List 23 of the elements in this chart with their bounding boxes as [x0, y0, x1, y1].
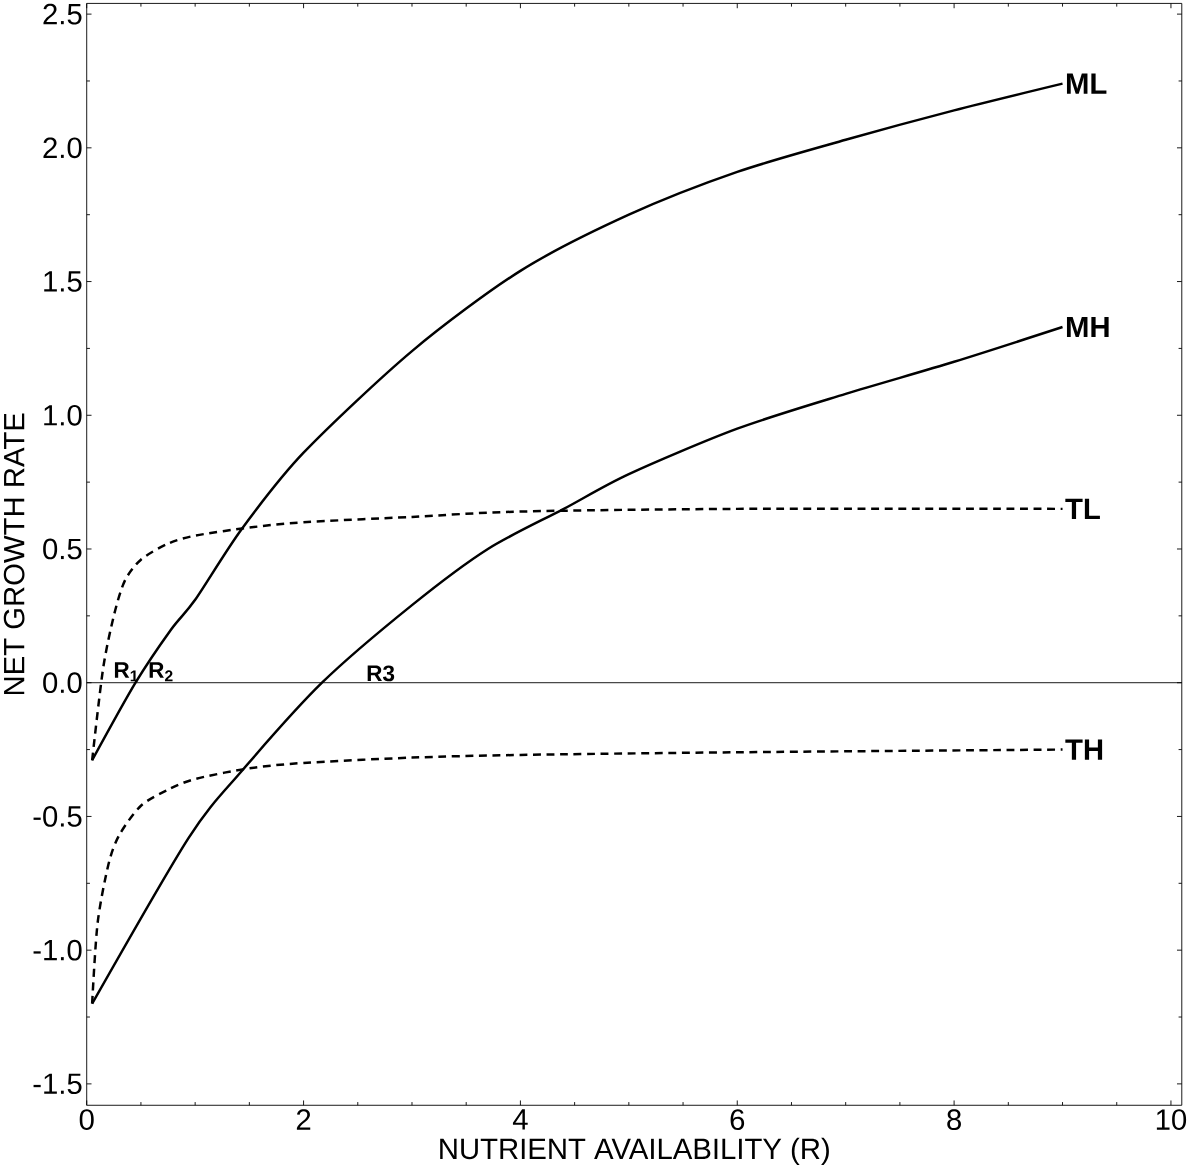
x-tick-label: 0 — [79, 1109, 94, 1131]
x-axis-title: NUTRIENT AVAILABILITY (R) — [440, 1137, 829, 1166]
series-label: ML — [1066, 73, 1107, 94]
y-tick-label: -1.5 — [33, 1073, 82, 1095]
annotation: R3 — [367, 665, 395, 682]
annotation: R$_{2}$ — [149, 662, 173, 682]
y-tick-label: 1.5 — [44, 271, 82, 292]
series-label: TL — [1065, 498, 1100, 520]
y-tick-label: 1.0 — [44, 404, 82, 426]
x-tick-label: 8 — [947, 1109, 961, 1131]
y-tick-label: 2.5 — [43, 3, 82, 25]
x-tick-label: 6 — [730, 1109, 745, 1131]
y-tick-label: -1.0 — [33, 939, 82, 961]
y-tick-label: 0.5 — [43, 538, 82, 560]
series-label: TH — [1065, 739, 1103, 760]
series-label: MH — [1066, 317, 1109, 338]
x-tick-label: 10 — [1156, 1109, 1187, 1131]
x-tick-label: 2 — [296, 1109, 311, 1130]
y-axis-title: NET GROWTH RATE — [3, 413, 25, 695]
y-tick-label: 2.0 — [43, 137, 82, 159]
y-tick-label: 0.0 — [43, 672, 82, 694]
x-tick-label: 4 — [512, 1109, 528, 1130]
y-tick-label: -0.5 — [33, 806, 82, 827]
